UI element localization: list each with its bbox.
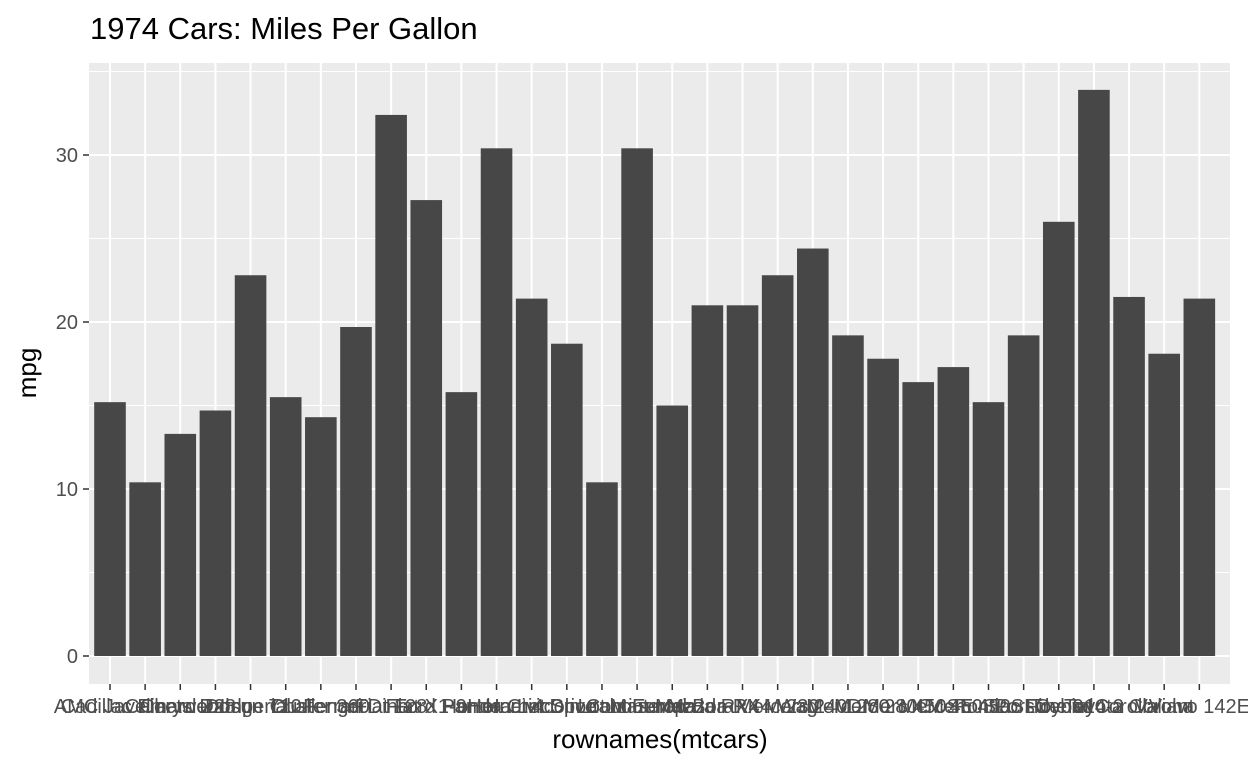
x-tick-label: Chrysler Imperial (140, 696, 291, 718)
bar (937, 367, 970, 656)
bar (164, 433, 197, 656)
x-tick-label: Fiat 128 (355, 696, 427, 718)
x-tick-label: Dodge Challenger (205, 696, 367, 718)
bar (480, 148, 513, 656)
bar (1148, 353, 1180, 656)
bars (94, 89, 1216, 657)
x-tick-label: Hornet Sportabout (485, 696, 649, 718)
bar (410, 200, 443, 656)
x-tick-label: Merc 230 (736, 696, 819, 718)
bar (691, 305, 724, 656)
x-tick-label: Pontiac Firebird (954, 696, 1094, 718)
bar (1078, 89, 1110, 657)
x-tick-label: Merc 450SLC (927, 696, 1049, 718)
bar (1007, 335, 1040, 656)
x-tick-label: Mazda RX4 Wag (667, 696, 817, 718)
y-axis: 0 10 20 30 (56, 145, 89, 668)
y-tick-label: 30 (56, 145, 78, 167)
x-tick-label: Merc 280C (834, 696, 932, 718)
x-tick-label: Merc 450SL (899, 696, 1007, 718)
bar (972, 402, 1005, 656)
bar (129, 482, 161, 656)
y-tick-label: 10 (56, 479, 78, 501)
x-tick-label: Cadillac Fleetwood (61, 696, 230, 718)
bar (656, 405, 689, 656)
x-tick-label: Porsche 914-2 (994, 696, 1124, 718)
x-tick-label: Hornet 4 Drive (467, 696, 596, 718)
y-tick-label: 20 (56, 312, 78, 334)
x-tick-label: Ferrari Dino (303, 696, 409, 718)
bar (551, 343, 583, 656)
x-tick-label: Merc 450SE (863, 696, 973, 718)
bar (902, 382, 935, 656)
x-tick-label: Toyota Corolla (1030, 696, 1159, 718)
chart-title: 1974 Cars: Miles Per Gallon (90, 11, 478, 46)
x-tick-label: Fiat X1-9 (386, 696, 467, 718)
y-axis-title: mpg (12, 348, 42, 399)
bar (867, 358, 899, 656)
x-tick-label: Merc 240D (764, 696, 862, 718)
x-tick-label: Maserati Bora (610, 696, 735, 718)
bar (621, 148, 653, 656)
x-tick-label: Lotus Europa (578, 696, 698, 718)
bar (340, 327, 372, 656)
x-axis-title: rownames(mtcars) (552, 724, 767, 754)
x-tick-label: Merc 280 (806, 696, 889, 718)
bar (1042, 221, 1075, 657)
x-tick-label: Lincoln Continental (517, 696, 687, 718)
x-tick-label: Honda Civic (443, 696, 551, 718)
bar (445, 392, 478, 656)
x-tick-label: Camaro Z28 (125, 696, 236, 718)
x-tick-label: Volvo 142E (1149, 696, 1248, 718)
x-tick-label: Ford Pantera L (395, 696, 528, 718)
bar (1113, 296, 1145, 656)
x-tick-label: Mazda RX4 (655, 696, 760, 718)
x-tick-label: Toyota Corona (1064, 696, 1195, 718)
x-tick-label: AMC Javelin (54, 696, 166, 718)
x-tick-label: Valiant (1134, 696, 1194, 718)
bar (761, 275, 794, 656)
bar (726, 305, 759, 656)
bar (94, 402, 126, 656)
x-tick-label: Duster 360 (272, 696, 370, 718)
bar (375, 114, 407, 657)
bar (305, 417, 337, 656)
bar (586, 482, 618, 656)
bar (234, 275, 267, 656)
bar (1183, 298, 1216, 656)
bar (199, 410, 232, 656)
x-tick-label: Datsun 710 (199, 696, 301, 718)
bar (797, 248, 829, 656)
bar (832, 335, 864, 656)
y-tick-label: 0 (67, 646, 78, 668)
bar (269, 397, 302, 656)
bar (515, 298, 548, 656)
